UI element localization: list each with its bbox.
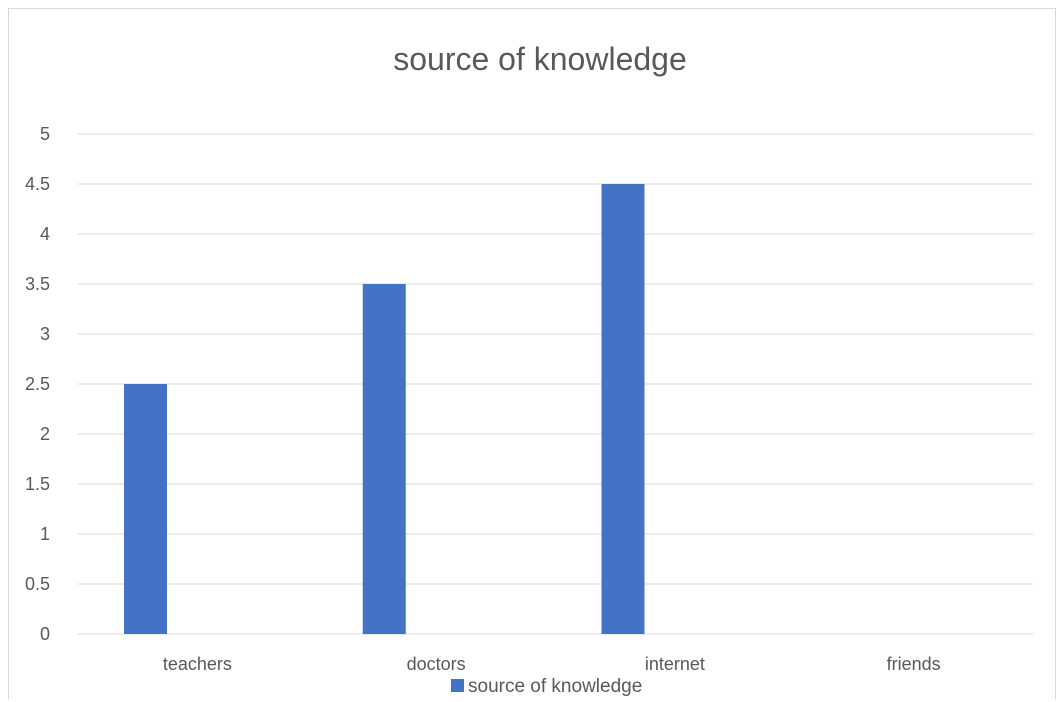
x-tick-label: internet	[645, 654, 705, 674]
legend-label: source of knowledge	[468, 676, 642, 697]
x-tick-label: doctors	[407, 654, 466, 674]
bar-internet	[601, 184, 645, 634]
y-tick-label: 2.5	[25, 374, 50, 394]
gridlines	[78, 133, 1033, 635]
y-tick-label: 1.5	[25, 474, 50, 494]
y-tick-label: 0.5	[25, 574, 50, 594]
y-tick-label: 3	[40, 324, 50, 344]
y-tick-label: 1	[40, 524, 50, 544]
x-tick-label: friends	[887, 654, 941, 674]
bar-doctors	[362, 284, 406, 634]
bars	[124, 184, 645, 634]
y-tick-label: 3.5	[25, 274, 50, 294]
y-axis-ticks: 0 0.5 1 1.5 2 2.5 3 3.5 4 4.5 5	[25, 124, 50, 644]
x-tick-label: teachers	[163, 654, 232, 674]
chart-title: source of knowledge	[393, 41, 687, 77]
y-tick-label: 5	[40, 124, 50, 144]
bar-teachers	[124, 384, 167, 634]
y-tick-label: 2	[40, 424, 50, 444]
legend-swatch	[451, 679, 464, 692]
x-axis-ticks: teachers doctors internet friends	[163, 654, 941, 674]
y-tick-label: 4	[40, 224, 50, 244]
y-tick-label: 0	[40, 624, 50, 644]
legend: source of knowledge	[451, 676, 642, 697]
y-tick-label: 4.5	[25, 174, 50, 194]
